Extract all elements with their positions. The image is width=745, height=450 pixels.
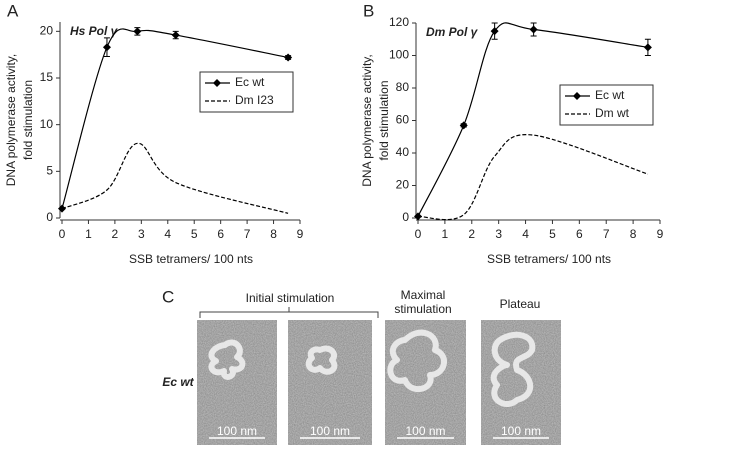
x-axis-label: SSB tetramers/ 100 nts xyxy=(487,252,611,266)
x-tick-label: 0 xyxy=(59,227,66,241)
x-tick-label: 6 xyxy=(576,227,583,241)
x-tick-label: 8 xyxy=(630,227,637,241)
y-axis-label: fold stimulation xyxy=(21,80,35,160)
y-tick-label: 20 xyxy=(396,178,410,192)
legend-label: Dm wt xyxy=(595,106,630,120)
panel-label: C xyxy=(162,287,174,306)
y-tick-label: 0 xyxy=(402,210,409,224)
x-tick-label: 4 xyxy=(522,227,529,241)
x-tick-label: 7 xyxy=(603,227,610,241)
x-tick-label: 7 xyxy=(244,227,251,241)
legend-label: Dm I23 xyxy=(235,93,274,107)
group-label: Initial stimulation xyxy=(246,291,335,305)
y-tick-label: 5 xyxy=(46,164,53,178)
legend-box xyxy=(559,84,654,126)
marker xyxy=(529,25,538,34)
panel-label: B xyxy=(363,1,374,20)
scale-bar-label: 100 nm xyxy=(217,424,257,438)
scale-bar-label: 100 nm xyxy=(310,424,350,438)
x-tick-label: 3 xyxy=(495,227,502,241)
marker xyxy=(171,31,180,40)
molecule xyxy=(305,345,338,375)
y-tick-label: 0 xyxy=(46,210,53,224)
marker xyxy=(133,27,142,36)
row-label: Ec wt xyxy=(162,375,194,389)
x-tick-label: 5 xyxy=(191,227,198,241)
series-line xyxy=(417,134,649,221)
x-tick-label: 8 xyxy=(270,227,277,241)
y-axis-label: DNA polymerase activity, xyxy=(4,54,18,187)
chart-title: Dm Pol γ xyxy=(426,25,479,39)
series-line xyxy=(61,142,289,214)
bracket xyxy=(199,307,379,318)
image-title: stimulation xyxy=(394,302,451,316)
x-tick-label: 6 xyxy=(217,227,224,241)
x-axis-label: SSB tetramers/ 100 nts xyxy=(129,252,253,266)
image-title: Maximal xyxy=(401,288,446,302)
y-tick-label: 100 xyxy=(389,48,409,62)
scale-bar-label: 100 nm xyxy=(501,424,541,438)
y-axis-label: DNA polymerase activity, xyxy=(360,54,374,187)
y-tick-label: 60 xyxy=(396,113,410,127)
micrograph-grain xyxy=(288,320,372,445)
x-tick-label: 2 xyxy=(468,227,475,241)
y-tick-label: 15 xyxy=(40,70,54,84)
marker xyxy=(490,27,499,36)
series-line xyxy=(61,28,289,209)
legend-marker xyxy=(213,79,221,87)
y-tick-label: 80 xyxy=(396,80,410,94)
y-tick-label: 10 xyxy=(40,117,54,131)
x-tick-label: 9 xyxy=(657,227,664,241)
marker xyxy=(284,53,293,62)
y-tick-label: 40 xyxy=(396,145,410,159)
y-tick-label: 20 xyxy=(40,24,54,38)
molecule xyxy=(208,339,246,380)
y-axis-label: fold stimulation xyxy=(377,80,391,160)
micrograph-grain xyxy=(197,320,277,445)
x-tick-label: 3 xyxy=(138,227,145,241)
image-title: Plateau xyxy=(500,297,541,311)
chart-title: Hs Pol γ xyxy=(70,24,119,38)
panel-label: A xyxy=(7,1,19,20)
y-tick-label: 120 xyxy=(389,15,409,29)
molecule xyxy=(490,331,536,407)
legend-box xyxy=(199,71,294,113)
scale-bar-label: 100 nm xyxy=(405,424,445,438)
marker xyxy=(459,121,468,130)
x-tick-label: 0 xyxy=(415,227,422,241)
marker xyxy=(643,43,652,52)
panel-c: C Initial stimulation Ec wt Maximal stim… xyxy=(162,287,561,445)
molecule xyxy=(387,329,447,392)
x-tick-label: 4 xyxy=(164,227,171,241)
legend-marker xyxy=(573,92,581,100)
x-tick-label: 9 xyxy=(297,227,304,241)
x-tick-label: 1 xyxy=(442,227,449,241)
marker xyxy=(102,43,111,52)
x-tick-label: 1 xyxy=(85,227,92,241)
series-line xyxy=(417,22,648,217)
legend-label: Ec wt xyxy=(595,88,625,102)
legend-label: Ec wt xyxy=(235,75,265,89)
x-tick-label: 2 xyxy=(112,227,119,241)
x-tick-label: 5 xyxy=(549,227,556,241)
